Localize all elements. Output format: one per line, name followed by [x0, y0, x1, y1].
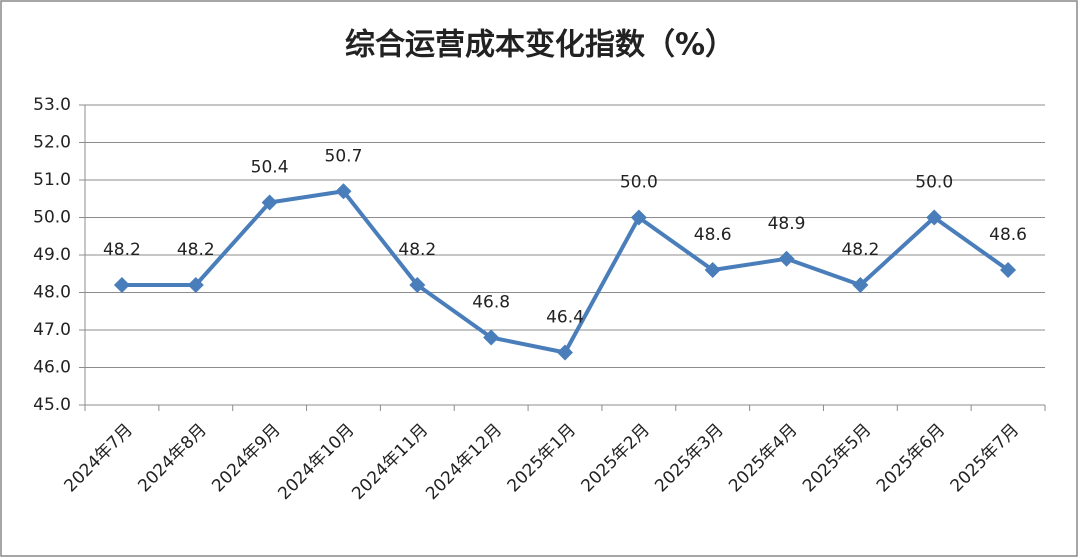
marker	[704, 262, 721, 278]
marker	[335, 183, 352, 200]
marker	[630, 209, 647, 226]
y-tick-label: 45.0	[33, 395, 71, 415]
data-label: 46.4	[546, 308, 584, 328]
y-tick-label: 53.0	[33, 95, 71, 115]
chart-title: 综合运营成本变化指数（%）	[345, 28, 735, 63]
data-label: 50.4	[251, 158, 289, 178]
y-tick-label: 46.0	[33, 358, 71, 378]
data-label: 48.2	[841, 240, 879, 260]
y-tick-label: 52.0	[33, 133, 71, 153]
marker	[852, 277, 869, 293]
marker	[778, 250, 795, 267]
marker	[261, 194, 278, 211]
data-label: 48.2	[103, 240, 141, 260]
marker	[557, 344, 573, 361]
y-tick-label: 50.0	[33, 208, 71, 228]
data-label: 50.7	[325, 146, 363, 166]
data-label: 48.6	[694, 225, 732, 245]
data-label: 50.0	[915, 173, 953, 193]
marker	[113, 277, 130, 293]
data-label: 48.6	[989, 225, 1027, 245]
marker	[1000, 262, 1017, 278]
data-label: 50.0	[620, 173, 658, 193]
data-label: 48.2	[398, 240, 436, 260]
marker	[187, 277, 204, 293]
y-tick-label: 51.0	[33, 170, 71, 190]
data-label: 46.8	[472, 293, 510, 313]
y-tick-label: 47.0	[33, 320, 71, 340]
marker	[409, 277, 426, 293]
marker	[483, 329, 500, 346]
marker	[926, 209, 943, 226]
data-label: 48.2	[177, 240, 215, 260]
y-tick-label: 49.0	[33, 245, 71, 265]
data-label: 48.9	[768, 214, 806, 234]
y-tick-label: 48.0	[33, 283, 71, 303]
